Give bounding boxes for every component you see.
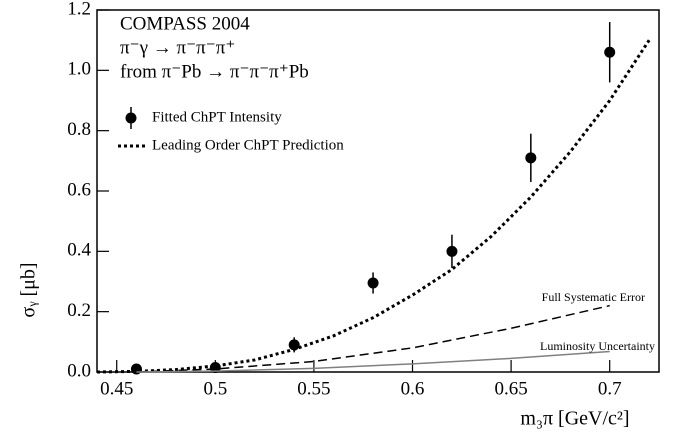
curve bbox=[136, 304, 610, 373]
x-axis-label: m₃π [GeV/c²] bbox=[520, 408, 629, 430]
y-tick-label: 1.0 bbox=[67, 59, 91, 80]
y-tick-label: 0.6 bbox=[67, 179, 91, 200]
data-point bbox=[130, 363, 142, 375]
data-point bbox=[604, 46, 616, 58]
data-point bbox=[288, 339, 300, 351]
title-line: π⁻γ → π⁻π⁻π⁺ bbox=[120, 37, 235, 58]
y-tick-label: 0.0 bbox=[67, 360, 91, 381]
data-point bbox=[525, 152, 537, 164]
x-tick-label: 0.7 bbox=[598, 378, 622, 399]
x-tick-label: 0.5 bbox=[203, 378, 227, 399]
legend-label: Fitted ChPT Intensity bbox=[152, 109, 282, 125]
x-tick-label: 0.55 bbox=[297, 378, 330, 399]
y-tick-label: 0.4 bbox=[67, 240, 91, 261]
curve-label: Luminosity Uncertainty bbox=[540, 339, 655, 353]
title-line: COMPASS 2004 bbox=[120, 13, 250, 34]
data-point bbox=[367, 277, 379, 289]
legend-marker bbox=[125, 112, 137, 124]
y-axis-label: σᵧ [μb] bbox=[18, 262, 40, 317]
y-tick-label: 0.8 bbox=[67, 119, 91, 140]
curve bbox=[136, 350, 610, 373]
curve bbox=[96, 39, 651, 374]
data-point bbox=[446, 245, 458, 257]
curve-label: Full Systematic Error bbox=[542, 290, 645, 304]
x-tick-label: 0.65 bbox=[494, 378, 527, 399]
x-tick-label: 0.45 bbox=[100, 378, 133, 399]
title-line: from π⁻Pb → π⁻π⁻π⁺Pb bbox=[120, 61, 309, 82]
x-tick-label: 0.6 bbox=[401, 378, 425, 399]
y-tick-label: 0.2 bbox=[67, 300, 91, 321]
y-tick-label: 1.2 bbox=[67, 0, 91, 19]
legend-label: Leading Order ChPT Prediction bbox=[152, 137, 344, 153]
